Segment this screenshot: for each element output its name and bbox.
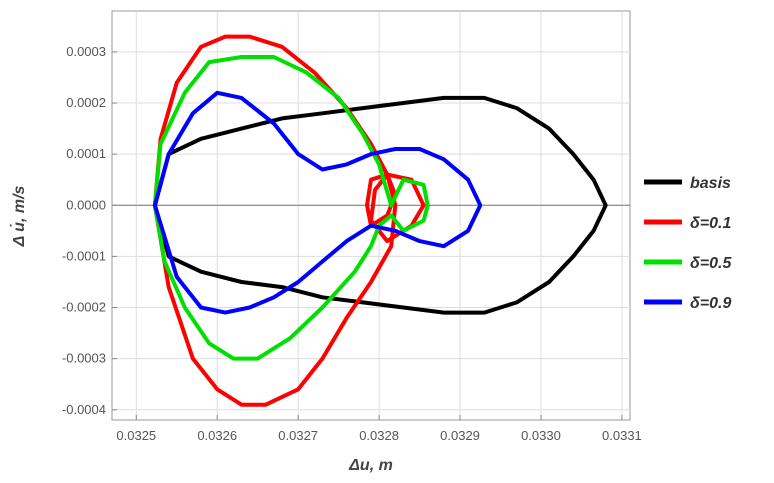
y-tick-label: -0.0004: [62, 402, 106, 417]
y-tick-label: -0.0003: [62, 351, 106, 366]
y-tick-label: 0.0001: [66, 146, 106, 161]
series-line-1: [152, 95, 608, 315]
x-tick-label: 0.0330: [521, 428, 561, 443]
x-tick-label: 0.0325: [116, 428, 156, 443]
y-tick-label: -0.0002: [62, 300, 106, 315]
y-tick-label: -0.0001: [62, 248, 106, 263]
x-axis-ticks: 0.0325 0.0326 0.0327 0.0328 0.0329 0.0330 0.03…: [116, 415, 642, 443]
series-layer: [152, 34, 608, 407]
y-tick-label: 0.0002: [66, 95, 106, 110]
x-tick-label: 0.0326: [197, 428, 237, 443]
y-axis-title: Δ u̇, m/s: [10, 185, 28, 247]
y-axis-ticks: 0.0003 0.0002 0.0001 0.0000 -0.0001 -0.0002 -0…: [62, 44, 117, 417]
x-tick-label: 0.0328: [359, 428, 399, 443]
x-tick-label: 0.0331: [602, 428, 642, 443]
legend-label-1: basis: [690, 175, 731, 192]
series-line-2: [152, 34, 426, 407]
legend: basis δ=0.1 δ=0.5 δ=0.9: [644, 175, 732, 312]
legend-label-2: δ=0.1: [690, 215, 731, 232]
series-line-3: [152, 55, 430, 361]
x-tick-label: 0.0327: [278, 428, 318, 443]
legend-label-3: δ=0.5: [690, 255, 732, 272]
series-line-4: [152, 90, 483, 315]
x-axis-title: Δu, m: [348, 457, 393, 474]
y-tick-label: 0.0003: [66, 44, 106, 59]
legend-label-4: δ=0.9: [690, 295, 731, 312]
x-tick-label: 0.0329: [440, 428, 480, 443]
y-tick-label: 0.0000: [66, 197, 106, 212]
